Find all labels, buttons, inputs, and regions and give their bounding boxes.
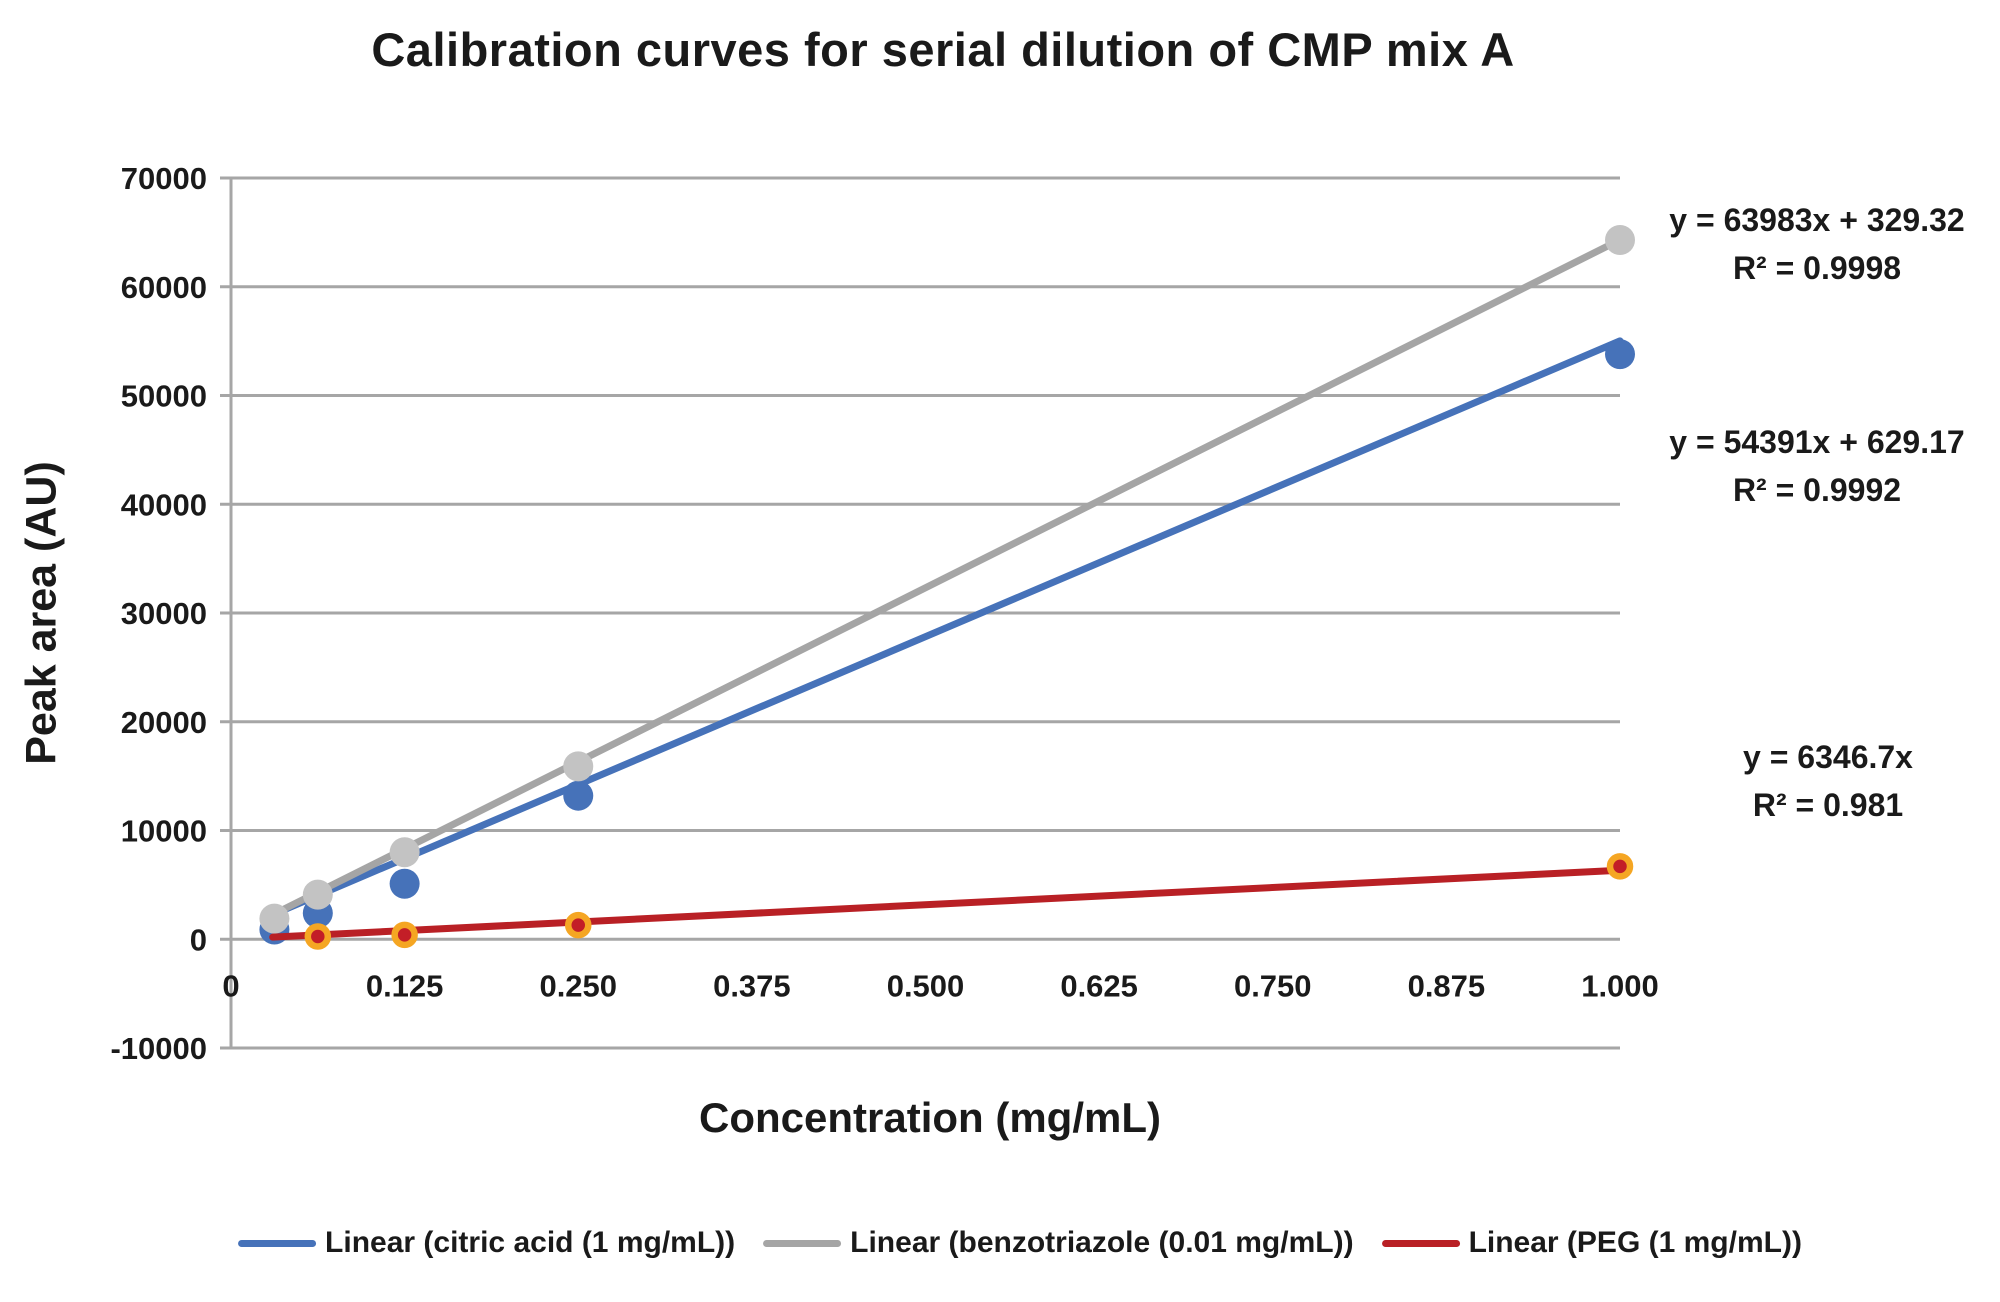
legend-label-benzotriazole: Linear (benzotriazole (0.01 mg/mL)) [850, 1226, 1354, 1259]
trendline-equation-peg: y = 6346.7x R² = 0.981 [1658, 733, 1998, 829]
y-tick-label: -10000 [110, 1031, 207, 1066]
data-point-citric-acid [1605, 339, 1635, 370]
r-squared-text: R² = 0.9998 [1732, 250, 1902, 286]
data-point-citric-acid [389, 868, 420, 899]
equation-text: y = 6346.7x [1743, 739, 1913, 775]
x-axis-title: Concentration (mg/mL) [699, 1094, 1161, 1141]
y-tick-label: 50000 [121, 379, 207, 414]
y-tick-label: 10000 [121, 814, 207, 849]
x-tick-label: 0 [222, 968, 239, 1003]
data-point-citric-acid [563, 780, 594, 811]
data-point-benzotriazole [563, 751, 594, 782]
r-squared-text: R² = 0.981 [1752, 787, 1904, 823]
y-tick-label: 0 [190, 922, 207, 957]
trendline-equation-citric-acid: y = 54391x + 629.17 R² = 0.9992 [1647, 418, 1987, 514]
data-point-benzotriazole [302, 879, 333, 910]
legend-item-benzotriazole: Linear (benzotriazole (0.01 mg/mL)) [763, 1226, 1354, 1260]
legend-swatch-citric-acid [238, 1239, 317, 1247]
data-point-benzotriazole [1605, 224, 1635, 255]
x-tick-label: 0.250 [539, 968, 617, 1003]
x-tick-label: 0.750 [1234, 968, 1312, 1003]
chart-title: Calibration curves for serial dilution o… [371, 23, 1515, 76]
data-point-peg [391, 921, 418, 949]
legend-swatch-benzotriazole [763, 1239, 842, 1247]
trendline-peg [269, 866, 1624, 941]
trendline-benzotriazole [269, 236, 1624, 919]
legend: Linear (citric acid (1 mg/mL)) Linear (be… [238, 1226, 1802, 1260]
data-point-benzotriazole [389, 837, 420, 868]
x-tick-label: 0.500 [887, 968, 965, 1003]
y-tick-label: 40000 [121, 487, 207, 522]
x-tick-label: 0.625 [1060, 968, 1138, 1003]
legend-label-peg: Linear (PEG (1 mg/mL)) [1468, 1226, 1802, 1259]
equation-text: y = 63983x + 329.32 [1669, 202, 1965, 238]
r-squared-text: R² = 0.9992 [1732, 472, 1902, 508]
legend-swatch-peg [1381, 1239, 1460, 1247]
y-tick-label: 60000 [121, 270, 207, 305]
legend-item-peg: Linear (PEG (1 mg/mL)) [1381, 1226, 1802, 1260]
legend-item-citric-acid: Linear (citric acid (1 mg/mL)) [238, 1226, 735, 1260]
x-tick-label: 0.375 [713, 968, 791, 1003]
equation-text: y = 54391x + 629.17 [1669, 424, 1965, 460]
trendline-citric-acid [269, 337, 1624, 919]
y-axis-title: Peak area (AU) [17, 461, 66, 765]
y-tick-label: 70000 [121, 161, 207, 196]
trendline-equation-benzotriazole: y = 63983x + 329.32 R² = 0.9998 [1647, 196, 1987, 292]
x-tick-label: 0.875 [1408, 968, 1486, 1003]
data-point-peg [565, 911, 592, 939]
y-tick-label: 30000 [121, 596, 207, 631]
x-tick-label: 0.125 [366, 968, 444, 1003]
x-tick-label: 1.000 [1581, 968, 1659, 1003]
data-point-peg [304, 923, 332, 950]
data-point-peg [1606, 853, 1634, 880]
legend-label-citric-acid: Linear (citric acid (1 mg/mL)) [325, 1226, 736, 1259]
data-point-benzotriazole [259, 903, 290, 934]
y-tick-label: 20000 [121, 705, 207, 740]
